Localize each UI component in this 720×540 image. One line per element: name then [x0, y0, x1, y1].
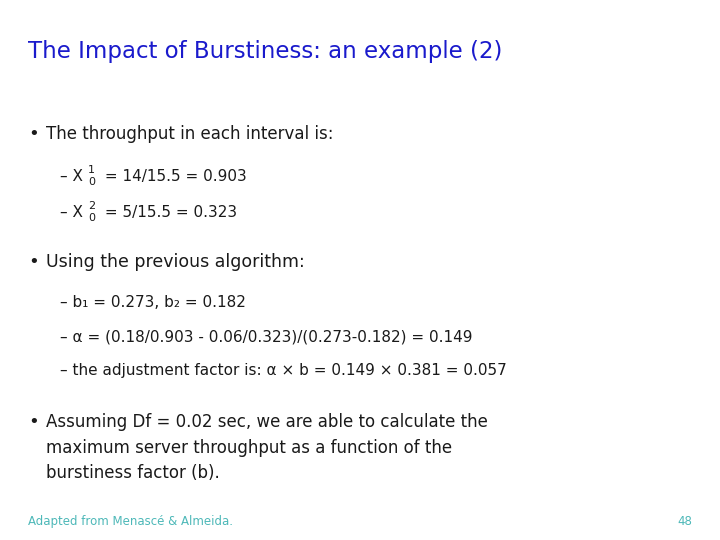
Text: – the adjustment factor is: α × b = 0.149 × 0.381 = 0.057: – the adjustment factor is: α × b = 0.14… [60, 363, 507, 378]
Text: 1: 1 [88, 165, 95, 175]
Text: – X: – X [60, 169, 83, 184]
Text: The throughput in each interval is:: The throughput in each interval is: [46, 125, 333, 143]
Text: •: • [28, 253, 39, 271]
Text: Adapted from Menascé & Almeida.: Adapted from Menascé & Almeida. [28, 515, 233, 528]
Text: 2: 2 [88, 201, 95, 211]
Text: 0: 0 [88, 177, 95, 187]
Text: = 5/15.5 = 0.323: = 5/15.5 = 0.323 [100, 205, 237, 220]
Text: •: • [28, 413, 39, 431]
Text: Assuming Df = 0.02 sec, we are able to calculate the
maximum server throughput a: Assuming Df = 0.02 sec, we are able to c… [46, 413, 488, 482]
Text: 48: 48 [677, 515, 692, 528]
Text: – X: – X [60, 205, 83, 220]
Text: •: • [28, 125, 39, 143]
Text: = 14/15.5 = 0.903: = 14/15.5 = 0.903 [100, 169, 247, 184]
Text: – α = (0.18/0.903 - 0.06/0.323)/(0.273-0.182) = 0.149: – α = (0.18/0.903 - 0.06/0.323)/(0.273-0… [60, 329, 472, 344]
Text: – b₁ = 0.273, b₂ = 0.182: – b₁ = 0.273, b₂ = 0.182 [60, 295, 246, 310]
Text: 0: 0 [88, 213, 95, 223]
Text: The Impact of Burstiness: an example (2): The Impact of Burstiness: an example (2) [28, 40, 503, 63]
Text: Using the previous algorithm:: Using the previous algorithm: [46, 253, 305, 271]
